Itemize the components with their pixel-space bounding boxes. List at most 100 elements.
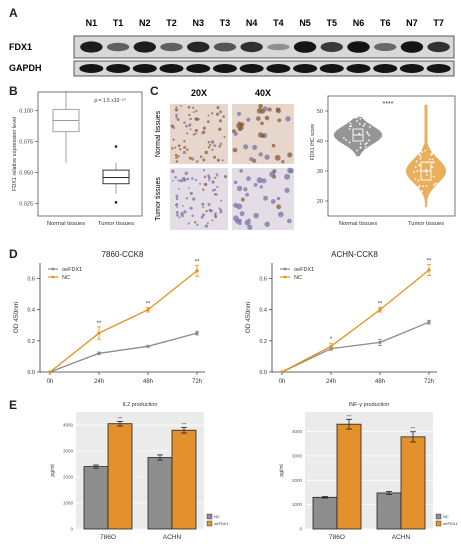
cell-nucleus bbox=[183, 139, 186, 143]
band-gapdh bbox=[212, 64, 237, 73]
data-point bbox=[415, 160, 418, 163]
y-tick-label: 0.025 bbox=[19, 202, 33, 208]
y-tick-label: 0.0 bbox=[27, 370, 35, 376]
cell-nucleus bbox=[276, 204, 282, 210]
significance-mark: ** bbox=[195, 259, 200, 265]
plot-frame bbox=[327, 95, 456, 217]
cell-nucleus bbox=[237, 127, 242, 132]
y-tick-label: 20 bbox=[317, 199, 323, 205]
cell-nucleus bbox=[236, 185, 243, 192]
cell-nucleus bbox=[214, 213, 217, 216]
x-tick-label: 48h bbox=[375, 379, 385, 385]
band-gapdh bbox=[266, 64, 291, 73]
lane-label: T7 bbox=[433, 18, 444, 28]
cell-nucleus bbox=[177, 179, 180, 182]
cell-nucleus bbox=[232, 147, 238, 153]
row-label-normal: Normal tissues bbox=[155, 110, 162, 157]
cell-nucleus bbox=[264, 221, 270, 227]
data-point bbox=[424, 149, 427, 152]
legend-label: oeFDX1 bbox=[443, 521, 458, 526]
cell-nucleus bbox=[233, 202, 239, 208]
legend-label: oeFDX1 bbox=[294, 267, 314, 273]
cell-nucleus bbox=[172, 126, 176, 130]
cell-nucleus bbox=[211, 219, 214, 222]
panel-b: B 0.100 0.075 0.050 0.025 FDX1 relative expr… bbox=[0, 82, 150, 242]
x-tick-label: 24h bbox=[326, 379, 336, 385]
bar bbox=[171, 429, 197, 530]
cell-nucleus bbox=[175, 106, 178, 109]
cell-nucleus bbox=[178, 187, 180, 190]
cell-nucleus bbox=[207, 140, 211, 144]
chart-title: ACHN-CCK8 bbox=[331, 250, 378, 259]
cell-nucleus bbox=[238, 221, 242, 226]
cell-nucleus bbox=[206, 120, 210, 124]
band-fdx1 bbox=[80, 41, 103, 53]
cell-nucleus bbox=[243, 187, 248, 192]
cell-nucleus bbox=[194, 132, 197, 135]
data-point bbox=[195, 331, 199, 335]
cell-nucleus bbox=[175, 116, 178, 120]
lane-label: T5 bbox=[327, 18, 338, 28]
cell-nucleus bbox=[216, 158, 220, 162]
legend-marker bbox=[51, 267, 55, 271]
cell-nucleus bbox=[187, 222, 190, 225]
x-tick-label: 786O bbox=[329, 534, 345, 541]
bar bbox=[376, 492, 402, 530]
cell-nucleus bbox=[189, 206, 193, 210]
data-point bbox=[428, 158, 431, 161]
cell-nucleus bbox=[218, 127, 222, 131]
cell-nucleus bbox=[236, 111, 242, 117]
y-tick-label: 1000 bbox=[63, 501, 74, 506]
x-tick-label: ACHN bbox=[163, 534, 182, 541]
data-point bbox=[280, 370, 284, 374]
cell-nucleus bbox=[259, 108, 266, 114]
cell-nucleus bbox=[202, 130, 206, 134]
cell-nucleus bbox=[260, 121, 264, 126]
cell-nucleus bbox=[253, 212, 259, 219]
data-point bbox=[425, 185, 428, 187]
cell-nucleus bbox=[183, 121, 186, 124]
cell-nucleus bbox=[207, 114, 210, 117]
cell-nucleus bbox=[175, 194, 179, 198]
band-fdx1 bbox=[427, 41, 450, 53]
cell-nucleus bbox=[192, 197, 196, 201]
box bbox=[102, 169, 130, 185]
cell-nucleus bbox=[240, 122, 245, 127]
lane-label: N2 bbox=[139, 18, 151, 28]
cell-nucleus bbox=[208, 179, 211, 182]
cell-nucleus bbox=[204, 224, 209, 228]
cell-nucleus bbox=[252, 144, 258, 150]
cell-nucleus bbox=[175, 160, 179, 163]
violin-shape bbox=[405, 104, 447, 208]
lane-label: N5 bbox=[299, 18, 311, 28]
data-point bbox=[425, 171, 428, 173]
cell-nucleus bbox=[218, 119, 222, 123]
y-tick-label: 0.100 bbox=[19, 109, 33, 115]
cell-nucleus bbox=[244, 219, 251, 226]
col-label-40x: 40X bbox=[255, 88, 271, 98]
legend-swatch bbox=[206, 520, 213, 527]
band-gapdh bbox=[319, 64, 344, 73]
cell-nucleus bbox=[216, 106, 220, 110]
data-point bbox=[356, 116, 358, 119]
cell-nucleus bbox=[287, 152, 293, 158]
cell-nucleus bbox=[182, 205, 184, 207]
cell-nucleus bbox=[202, 126, 206, 130]
cell-nucleus bbox=[257, 132, 264, 138]
band-gapdh bbox=[159, 64, 184, 73]
cell-nucleus bbox=[174, 108, 179, 112]
cell-nucleus bbox=[267, 107, 272, 112]
lane-label: N7 bbox=[406, 18, 418, 28]
cell-nucleus bbox=[189, 117, 192, 121]
cell-nucleus bbox=[207, 176, 211, 180]
cell-nucleus bbox=[178, 216, 181, 219]
cell-nucleus bbox=[258, 152, 263, 157]
significance-mark: *** bbox=[182, 421, 187, 426]
cell-nucleus bbox=[191, 214, 194, 218]
cell-nucleus bbox=[213, 155, 216, 159]
significance-mark: *** bbox=[118, 415, 123, 420]
y-tick-label: 0.2 bbox=[27, 339, 35, 345]
data-point bbox=[349, 122, 352, 125]
cell-nucleus bbox=[184, 171, 188, 176]
data-point bbox=[358, 132, 361, 135]
